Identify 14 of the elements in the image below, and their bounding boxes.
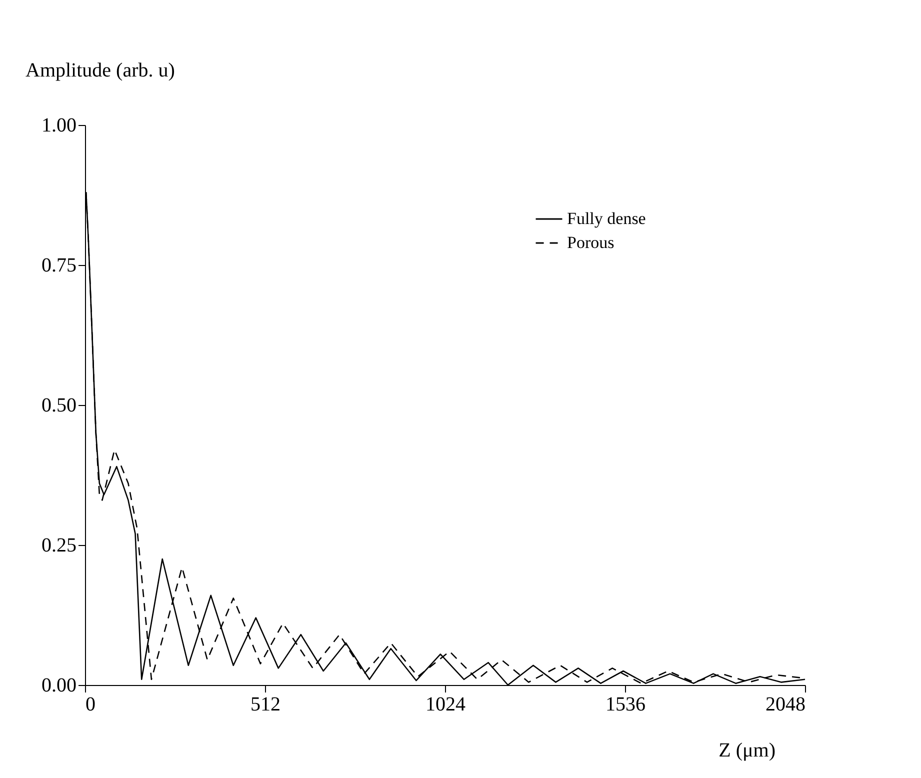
y-tick-label: 0.25 (42, 534, 76, 556)
y-axis-title: Amplitude (arb. u) (26, 60, 175, 82)
x-axis-title: Z (μm) (718, 740, 776, 762)
x-tick-label: 512 (250, 694, 280, 716)
x-tick-label: 1024 (426, 694, 466, 716)
x-tick-label: 0 (86, 694, 96, 716)
y-tick-label: 0.50 (42, 394, 76, 416)
x-tick-label: 2048 (766, 694, 806, 716)
y-tick-label: 1.00 (42, 114, 76, 136)
y-tick-label: 0.75 (42, 254, 76, 276)
y-tick-label: 0.00 (42, 674, 76, 696)
legend-label: Porous (567, 233, 614, 252)
legend-label: Fully dense (567, 209, 646, 228)
x-tick-label: 1536 (606, 694, 646, 716)
